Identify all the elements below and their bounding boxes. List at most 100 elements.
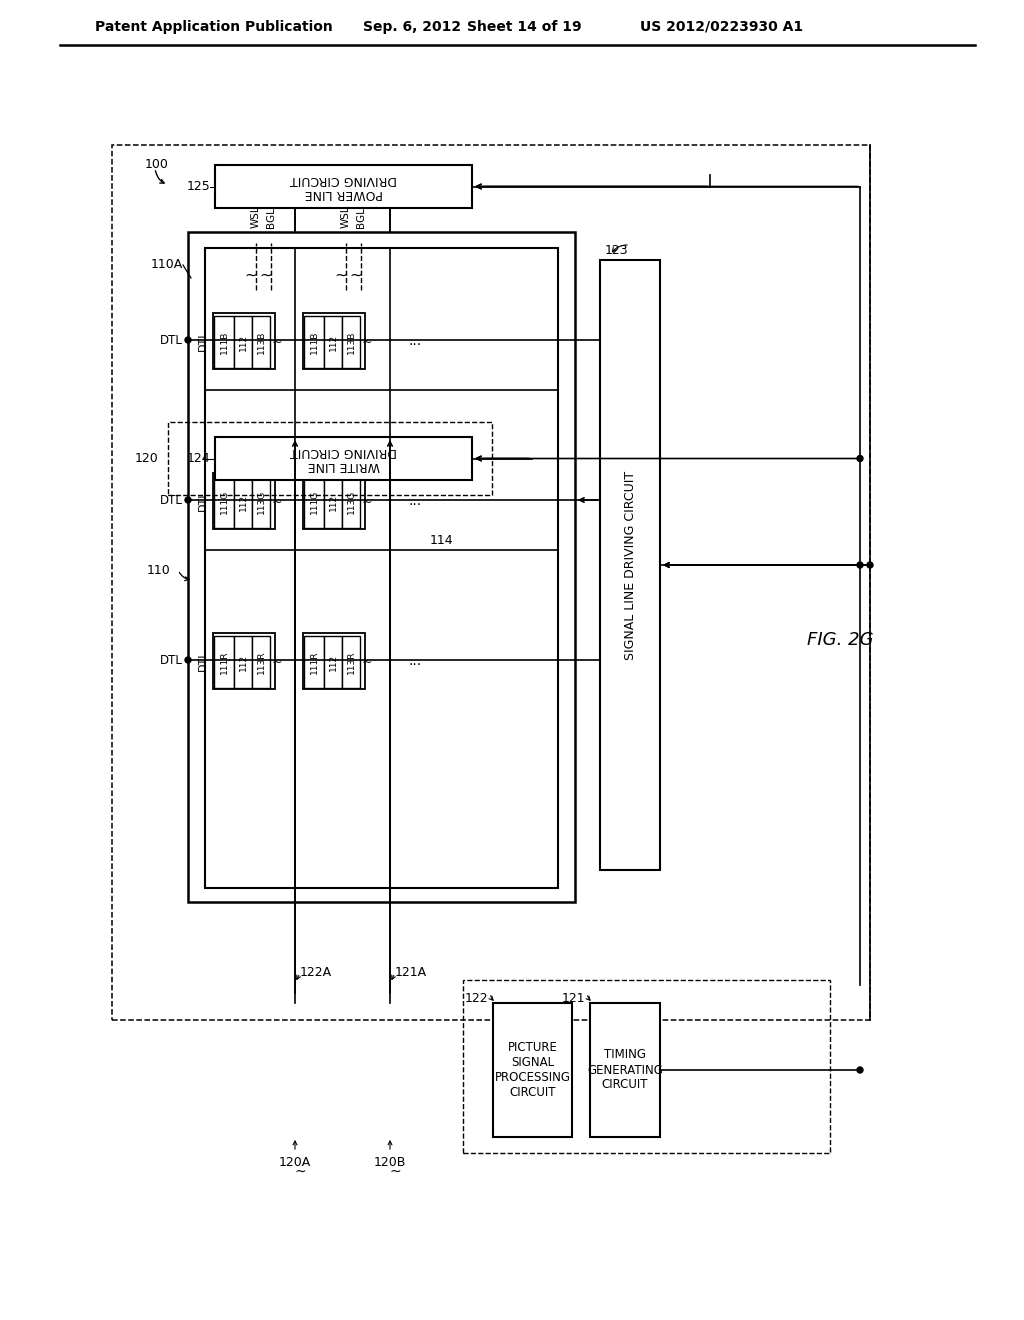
Text: ~: ~ — [272, 495, 283, 508]
Text: 100: 100 — [145, 158, 169, 172]
Text: 113R: 113R — [256, 651, 265, 673]
Bar — [112, 145, 870, 1020]
Text: WRITE LINE
DRIVING CIRCUIT: WRITE LINE DRIVING CIRCUIT — [290, 445, 397, 473]
Bar — [214, 636, 234, 688]
Bar — [213, 313, 275, 370]
Text: ...: ... — [409, 494, 422, 508]
Text: ~: ~ — [245, 268, 257, 282]
Text: ...: ... — [409, 334, 422, 348]
Text: Sep. 6, 2012: Sep. 6, 2012 — [362, 20, 461, 34]
Text: DTL: DTL — [198, 329, 208, 351]
Text: ~: ~ — [260, 268, 272, 282]
Text: ~: ~ — [294, 1166, 306, 1179]
Text: PICTURE
SIGNAL
PROCESSING
CIRCUIT: PICTURE SIGNAL PROCESSING CIRCUIT — [495, 1041, 570, 1100]
Text: TIMING
GENERATING
CIRCUIT: TIMING GENERATING CIRCUIT — [587, 1048, 663, 1092]
Text: 120A: 120A — [279, 1155, 311, 1168]
Text: 121A: 121A — [395, 966, 427, 979]
Bar — [303, 313, 365, 370]
Text: 112: 112 — [329, 334, 338, 351]
Text: ~: ~ — [362, 495, 373, 508]
Text: 111R: 111R — [309, 651, 318, 673]
Bar — [234, 315, 252, 368]
Circle shape — [857, 1067, 863, 1073]
Bar — [463, 979, 830, 1152]
Bar — [303, 634, 365, 689]
Text: 114: 114 — [430, 533, 454, 546]
Text: 122A: 122A — [300, 966, 332, 979]
Text: ~: ~ — [389, 1166, 400, 1179]
Text: 121: 121 — [561, 991, 585, 1005]
Text: 112: 112 — [329, 653, 338, 671]
Bar — [234, 477, 252, 528]
Bar — [304, 315, 324, 368]
Text: POWER LINE
DRIVING CIRCUIT: POWER LINE DRIVING CIRCUIT — [290, 173, 397, 201]
Bar — [205, 248, 558, 888]
Text: 110A: 110A — [151, 259, 183, 272]
Bar — [600, 260, 660, 870]
Text: WSL: WSL — [251, 206, 261, 228]
Text: 122: 122 — [464, 991, 488, 1005]
Text: 125: 125 — [186, 180, 210, 193]
Bar — [252, 636, 270, 688]
Text: DTL: DTL — [160, 334, 183, 346]
Text: 113G: 113G — [256, 490, 265, 513]
Bar — [252, 315, 270, 368]
Text: ~: ~ — [272, 656, 283, 668]
Circle shape — [857, 562, 863, 568]
Text: ~: ~ — [272, 335, 283, 348]
Text: SIGNAL LINE DRIVING CIRCUIT: SIGNAL LINE DRIVING CIRCUIT — [624, 470, 637, 660]
Text: BGL: BGL — [356, 207, 366, 228]
Bar — [342, 315, 360, 368]
Bar — [214, 315, 234, 368]
Bar — [213, 473, 275, 529]
Bar — [214, 477, 234, 528]
Text: 112: 112 — [239, 334, 248, 351]
Circle shape — [185, 498, 191, 503]
Text: 112: 112 — [239, 494, 248, 511]
Circle shape — [185, 657, 191, 663]
Bar — [215, 437, 472, 480]
Text: 120B: 120B — [374, 1155, 407, 1168]
Text: 120: 120 — [134, 451, 158, 465]
Text: 112: 112 — [239, 653, 248, 671]
Text: 113B: 113B — [346, 330, 355, 354]
Text: 111G: 111G — [219, 490, 228, 513]
Bar — [493, 1003, 572, 1137]
Bar — [188, 232, 575, 902]
Bar — [234, 636, 252, 688]
Text: 113G: 113G — [346, 490, 355, 513]
Circle shape — [185, 337, 191, 343]
Text: US 2012/0223930 A1: US 2012/0223930 A1 — [640, 20, 803, 34]
Text: 111G: 111G — [309, 490, 318, 513]
Text: Sheet 14 of 19: Sheet 14 of 19 — [467, 20, 582, 34]
Bar — [342, 477, 360, 528]
Text: DTL: DTL — [160, 653, 183, 667]
Text: DTL: DTL — [198, 649, 208, 671]
Text: 111R: 111R — [219, 651, 228, 673]
Text: 110: 110 — [146, 564, 170, 577]
Text: 113B: 113B — [256, 330, 265, 354]
Text: ~: ~ — [362, 335, 373, 348]
Bar — [324, 315, 342, 368]
Text: DTL: DTL — [160, 494, 183, 507]
Text: BGL: BGL — [266, 207, 276, 228]
Bar — [215, 165, 472, 209]
Text: ~: ~ — [362, 656, 373, 668]
Bar — [590, 1003, 660, 1137]
Circle shape — [867, 562, 873, 568]
Text: 124: 124 — [186, 451, 210, 465]
Bar — [342, 636, 360, 688]
Bar — [303, 473, 365, 529]
Bar — [252, 477, 270, 528]
Bar — [168, 422, 492, 495]
Text: 123: 123 — [605, 243, 629, 256]
Circle shape — [857, 455, 863, 462]
Text: ~: ~ — [335, 268, 347, 282]
Text: ~: ~ — [349, 268, 362, 282]
Text: Patent Application Publication: Patent Application Publication — [95, 20, 333, 34]
Bar — [324, 477, 342, 528]
Text: DTL: DTL — [198, 490, 208, 511]
Bar — [304, 636, 324, 688]
Text: WSL: WSL — [341, 206, 351, 228]
Text: 111B: 111B — [309, 330, 318, 354]
